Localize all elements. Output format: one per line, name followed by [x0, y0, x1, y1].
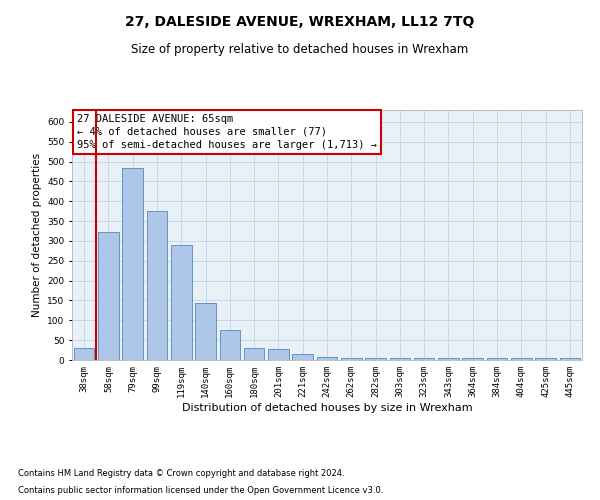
- Bar: [122, 168, 143, 360]
- Text: 27 DALESIDE AVENUE: 65sqm
← 4% of detached houses are smaller (77)
95% of semi-d: 27 DALESIDE AVENUE: 65sqm ← 4% of detach…: [77, 114, 377, 150]
- Text: 27, DALESIDE AVENUE, WREXHAM, LL12 7TQ: 27, DALESIDE AVENUE, WREXHAM, LL12 7TQ: [125, 15, 475, 29]
- Text: Contains HM Land Registry data © Crown copyright and database right 2024.: Contains HM Land Registry data © Crown c…: [18, 468, 344, 477]
- Bar: [560, 358, 580, 360]
- Bar: [74, 348, 94, 360]
- Bar: [365, 358, 386, 360]
- Text: Size of property relative to detached houses in Wrexham: Size of property relative to detached ho…: [131, 42, 469, 56]
- Bar: [244, 348, 265, 360]
- Bar: [268, 350, 289, 360]
- Bar: [389, 358, 410, 360]
- Bar: [171, 245, 191, 360]
- Y-axis label: Number of detached properties: Number of detached properties: [32, 153, 41, 317]
- Bar: [511, 358, 532, 360]
- Bar: [535, 358, 556, 360]
- Bar: [195, 303, 216, 360]
- Bar: [414, 358, 434, 360]
- Bar: [146, 211, 167, 360]
- Bar: [220, 330, 240, 360]
- Bar: [292, 354, 313, 360]
- Bar: [463, 358, 483, 360]
- Text: Contains public sector information licensed under the Open Government Licence v3: Contains public sector information licen…: [18, 486, 383, 495]
- Bar: [98, 232, 119, 360]
- Bar: [341, 358, 362, 360]
- Bar: [438, 358, 459, 360]
- Bar: [317, 357, 337, 360]
- X-axis label: Distribution of detached houses by size in Wrexham: Distribution of detached houses by size …: [182, 402, 472, 412]
- Bar: [487, 358, 508, 360]
